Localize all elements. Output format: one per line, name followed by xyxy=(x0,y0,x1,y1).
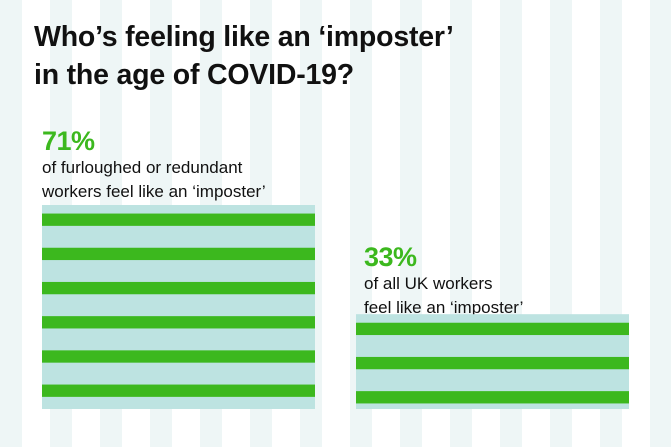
bar-stripe xyxy=(42,384,315,397)
chart-title: Who’s feeling like an ‘imposter’ in the … xyxy=(34,18,454,94)
bar-all-workers xyxy=(356,314,629,409)
stat-block-all-workers: 33% of all UK workers feel like an ‘impo… xyxy=(364,242,523,320)
bar-stripe xyxy=(356,391,629,404)
bar-stripe xyxy=(356,356,629,370)
stat-block-furloughed: 71% of furloughed or redundant workers f… xyxy=(42,126,266,204)
bar-stripe xyxy=(42,247,315,261)
stat-value-all-workers: 33% xyxy=(364,242,417,272)
bar-furloughed xyxy=(42,205,315,409)
bar-stripe xyxy=(42,316,315,329)
bar-stripe xyxy=(356,322,629,336)
chart-title-line-2: in the age of COVID-19? xyxy=(34,59,355,91)
chart-title-line-1: Who’s feeling like an ‘imposter’ xyxy=(34,21,454,53)
bar-stripe xyxy=(42,213,315,226)
stat-description-all-workers: of all UK workers feel like an ‘imposter… xyxy=(364,272,523,320)
stat-description-line: feel like an ‘imposter’ xyxy=(364,298,524,317)
stat-value-furloughed: 71% xyxy=(42,126,95,156)
stat-description-furloughed: of furloughed or redundant workers feel … xyxy=(42,156,266,204)
bar-body xyxy=(42,205,315,409)
stat-description-line: workers feel like an ‘imposter’ xyxy=(42,182,266,201)
stat-description-line: of all UK workers xyxy=(364,274,493,293)
bar-stripe xyxy=(42,350,315,363)
stat-description-line: of furloughed or redundant xyxy=(42,158,243,177)
bar-stripe xyxy=(42,281,315,295)
